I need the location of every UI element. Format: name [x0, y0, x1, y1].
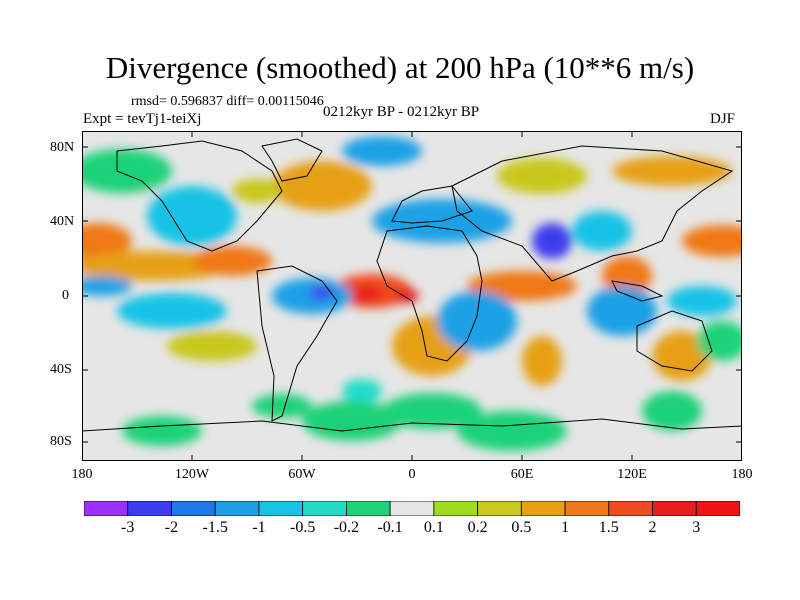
colorbar-swatch — [564, 501, 610, 516]
colorbar-swatch — [433, 501, 478, 516]
colorbar-label: -2 — [164, 519, 179, 536]
colorbar-label: -0.1 — [377, 519, 403, 536]
colorbar-swatch — [652, 501, 697, 516]
colorbar-label: 2 — [648, 519, 657, 536]
stats-text: rmsd= 0.596837 diff= 0.00115046 — [131, 94, 324, 109]
colorbar-label: 1.5 — [598, 519, 619, 536]
tick-marks — [82, 131, 742, 461]
colorbar-swatch — [258, 501, 304, 516]
lon-tick-label: 120E — [617, 467, 647, 482]
lon-tick-label: 120W — [174, 467, 210, 482]
colorbar-swatch — [214, 501, 260, 516]
colorbar — [84, 501, 740, 516]
colorbar-swatch — [302, 501, 347, 516]
lon-tick-label: 60W — [288, 467, 316, 482]
colorbar-swatch — [345, 501, 391, 516]
colorbar-swatch — [695, 501, 740, 516]
colorbar-swatch — [608, 501, 653, 516]
colorbar-label: 0.2 — [467, 519, 488, 536]
lat-tick-label: 80S — [50, 434, 72, 449]
colorbar-label: -0.2 — [333, 519, 360, 536]
lon-tick-label: 0 — [408, 467, 416, 482]
colorbar-label: -0.5 — [289, 519, 316, 536]
lat-tick-label: 40S — [50, 362, 72, 377]
plot-title: Divergence (smoothed) at 200 hPa (10**6 … — [105, 50, 695, 85]
experiment-text: Expt = tevTj1-teiXj — [83, 111, 202, 127]
colorbar-label: 3 — [692, 519, 701, 536]
lat-tick-label: 0 — [62, 288, 69, 303]
lat-tick-label: 80N — [50, 140, 75, 155]
lat-tick-label: 40N — [50, 214, 75, 229]
colorbar-label: -1 — [252, 519, 266, 536]
colorbar-label: 0.5 — [511, 519, 532, 536]
colorbar-swatch — [389, 501, 435, 516]
colorbar-label: 0.1 — [423, 519, 444, 536]
divergence-field — [82, 136, 742, 451]
colorbar-label: 1 — [561, 519, 570, 536]
colorbar-label: -3 — [121, 519, 135, 536]
period-text: 0212kyr BP - 0212kyr BP — [323, 104, 480, 120]
lon-tick-label: 60E — [510, 467, 534, 482]
lon-tick-label: 180 — [731, 467, 753, 482]
colorbar-swatch — [127, 501, 172, 516]
colorbar-swatch — [477, 501, 522, 516]
colorbar-swatch — [171, 501, 216, 516]
divergence-map — [82, 131, 742, 461]
coastlines — [82, 138, 742, 432]
lon-tick-label: 180 — [71, 467, 93, 482]
season-text: DJF — [710, 111, 736, 127]
colorbar-label: -1.5 — [202, 519, 228, 536]
colorbar-swatch — [520, 501, 566, 516]
colorbar-swatch — [84, 501, 129, 516]
